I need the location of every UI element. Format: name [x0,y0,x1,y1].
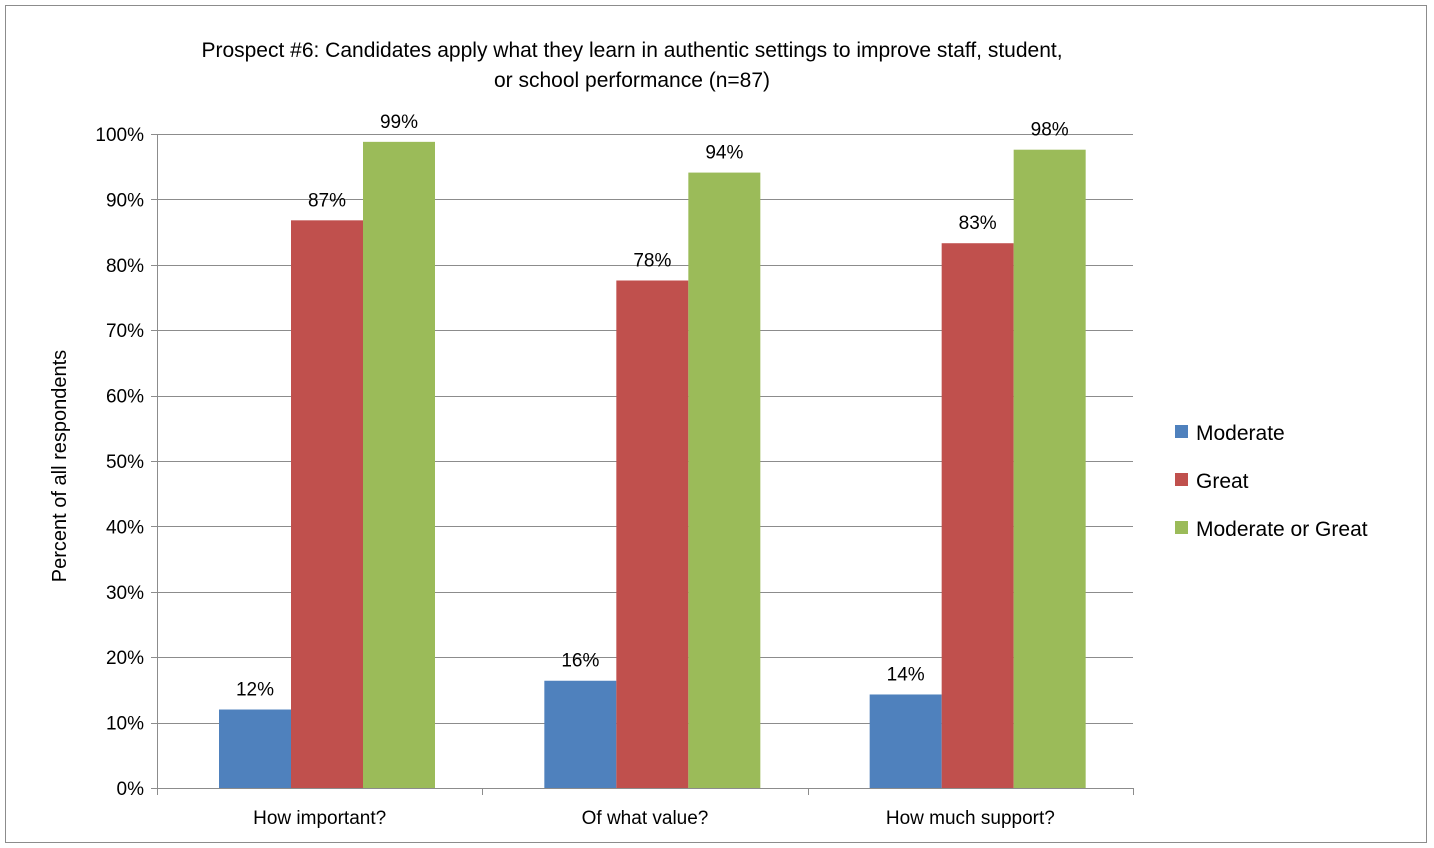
legend-label: Moderate or Great [1196,518,1368,541]
legend-swatch [1175,521,1188,534]
y-tick-label: 70% [106,321,144,342]
data-label: 98% [1031,120,1069,141]
legend-label: Moderate [1196,422,1285,445]
bar-great [291,220,363,788]
y-tick-label: 20% [106,648,144,669]
chart-title: Prospect #6: Candidates apply what they … [201,39,1062,92]
bar-great [616,280,689,788]
y-tick-label: 100% [95,125,144,146]
y-tick-label: 40% [106,517,144,538]
data-label: 14% [887,664,925,685]
bar-moderate [219,709,291,788]
chart-title-line-2: or school performance (n=87) [494,69,770,92]
data-label: 78% [633,250,671,271]
x-category-label: Of what value? [582,808,709,829]
data-label: 94% [705,143,743,164]
legend-swatch [1175,425,1188,438]
bars [219,141,1086,789]
axes: 0% 10% 20% 30% 40% 50% 60% 70% 80% 90% 100% How imp… [95,125,1134,829]
data-label: 83% [959,213,997,234]
y-tick-label: 80% [106,256,144,277]
y-tick-label: 0% [117,779,145,800]
bar-moderate [869,694,942,788]
y-tick-label: 10% [106,714,144,735]
y-tick-label: 60% [106,387,144,408]
data-labels: 12% 87% 99% 16% 78% 94% 14% 83% 98% [236,112,1069,701]
bar-moderate-or-great [363,141,435,788]
legend: Moderate Great Moderate or Great [1175,422,1368,541]
bar-moderate-or-great [688,172,761,788]
bar-moderate-or-great [1013,149,1086,789]
x-category-label: How important? [253,808,386,829]
bar-moderate [544,680,617,788]
data-label: 16% [561,651,599,672]
y-axis-title: Percent of all respondents [49,350,71,582]
data-label: 12% [236,680,274,701]
legend-swatch [1175,473,1188,486]
y-tick-label: 30% [106,583,144,604]
data-label: 87% [308,190,346,211]
chart-title-line-1: Prospect #6: Candidates apply what they … [201,39,1062,62]
y-tick-label: 90% [106,190,144,211]
legend-label: Great [1196,470,1249,493]
x-category-label: How much support? [886,808,1055,829]
bar-great [941,243,1014,788]
data-label: 99% [380,112,418,133]
y-tick-label: 50% [106,452,144,473]
